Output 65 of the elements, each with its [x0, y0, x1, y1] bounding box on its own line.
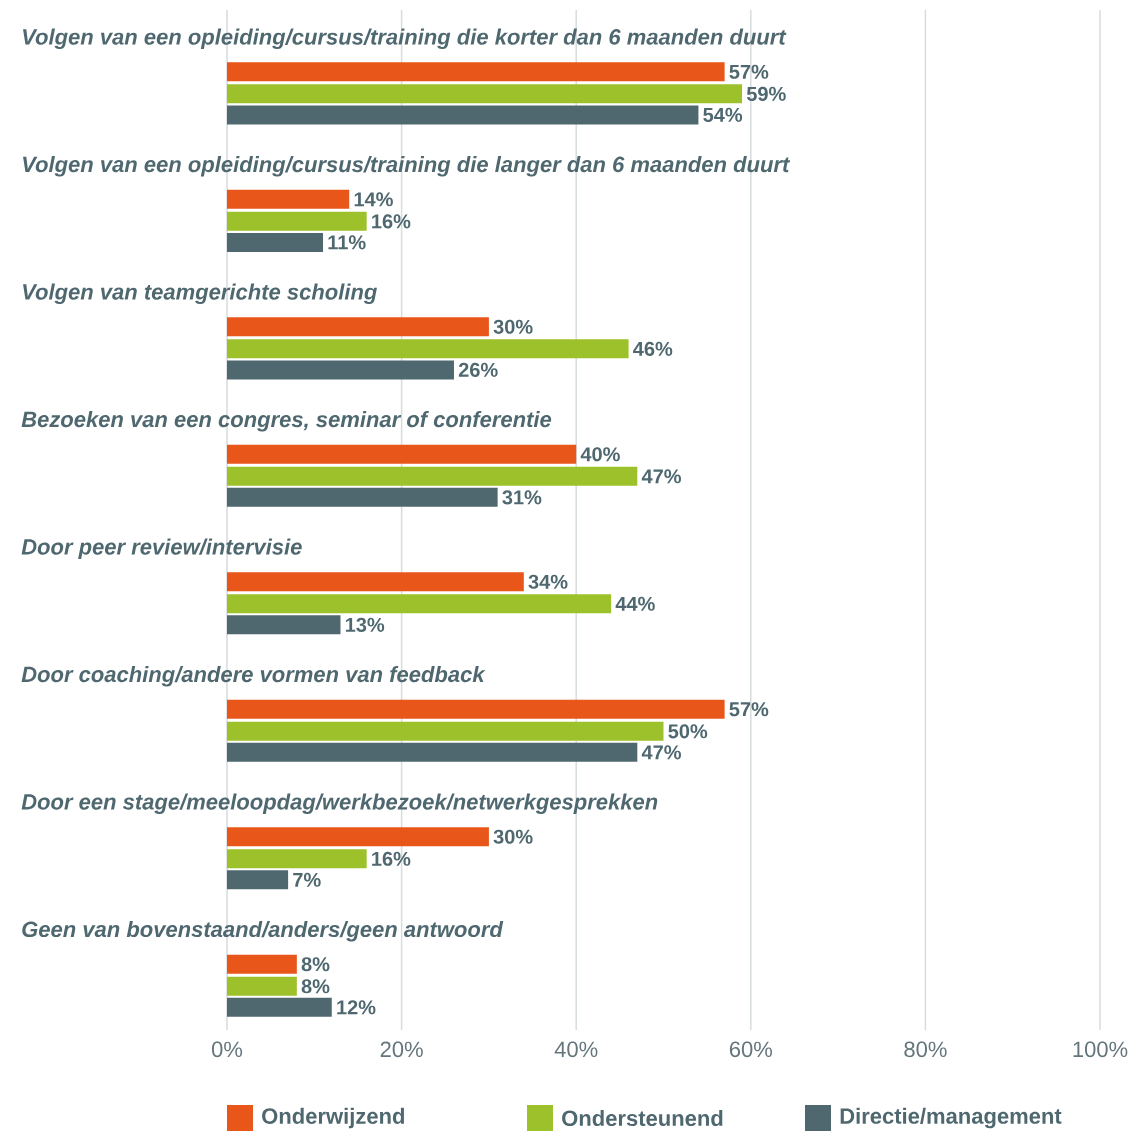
data-label: 8%: [301, 979, 330, 994]
bar: [227, 84, 743, 104]
x-tick-label: 40%: [554, 1041, 598, 1058]
bar: [227, 211, 367, 231]
bar: [227, 466, 638, 486]
bar: [227, 444, 577, 464]
legend-label: Ondersteunend: [562, 1109, 723, 1127]
x-tick-label: 60%: [729, 1041, 773, 1058]
bar: [227, 487, 498, 507]
data-label: 44%: [615, 596, 655, 611]
x-tick-label: 100%: [1073, 1041, 1128, 1058]
data-label: 59%: [746, 86, 786, 101]
bar: [227, 572, 524, 592]
data-label: 57%: [729, 702, 769, 717]
data-label: 50%: [668, 724, 708, 739]
data-label: 16%: [372, 851, 411, 866]
bar: [227, 189, 350, 209]
y-tick-label: Door een stage/meeloopdag/werkbezoek/netwerkgesprekken: [21, 793, 658, 814]
y-tick-label: Volgen van een opleiding/cursus/training die korter dan 6 maanden duurt: [23, 28, 787, 50]
data-label: 31%: [502, 490, 542, 505]
data-label: 30%: [493, 829, 533, 844]
bar: [227, 997, 332, 1017]
data-label: 16%: [372, 214, 411, 229]
data-label: 13%: [345, 617, 385, 632]
bar: [227, 870, 289, 890]
bar: [227, 615, 341, 635]
data-label: 14%: [354, 192, 393, 207]
legend-label: Directie/management: [840, 1107, 1062, 1129]
x-tick-label: 80%: [904, 1041, 947, 1058]
data-label: 57%: [729, 64, 769, 79]
data-label: 40%: [580, 447, 620, 462]
y-tick-label: Volgen van een opleiding/cursus/training die langer dan 6 maanden duurt: [23, 156, 791, 177]
data-label: 47%: [641, 469, 682, 484]
bar: [227, 360, 454, 380]
x-tick-label: 0%: [211, 1041, 243, 1058]
data-label: 30%: [493, 319, 533, 334]
data-label: 54%: [703, 107, 743, 122]
bar: [227, 62, 725, 82]
data-label: 47%: [641, 745, 682, 760]
bar: [227, 594, 612, 614]
data-label: 8%: [301, 957, 330, 972]
bar: [227, 105, 699, 125]
bar: [227, 339, 629, 359]
bar: [227, 742, 638, 762]
data-label: 26%: [458, 362, 498, 377]
bar: [227, 699, 725, 719]
legend-label: Onderwijzend: [262, 1107, 405, 1129]
data-label: 34%: [528, 574, 568, 589]
bar: [227, 827, 489, 847]
x-tick-label: 20%: [380, 1041, 423, 1058]
bar: [227, 721, 664, 741]
y-tick-label: Bezoeken van een congres, seminar of conferentie: [21, 410, 552, 432]
data-label: 7%: [293, 872, 321, 887]
bar: [227, 317, 489, 337]
bar: [227, 232, 324, 252]
bar: [227, 849, 367, 869]
y-tick-label: Volgen van teamgerichte scholing: [23, 283, 377, 305]
bar: [227, 954, 297, 974]
data-label: 11%: [328, 235, 366, 250]
data-label: 12%: [337, 1000, 376, 1015]
bar: [227, 976, 297, 996]
y-tick-label: Door peer review/intervisie: [21, 538, 302, 559]
data-label: 46%: [633, 341, 673, 356]
y-tick-label: Door coaching/andere vormen van feedback: [21, 665, 486, 687]
y-tick-label: Geen van bovenstaand/anders/geen antwoord: [22, 920, 504, 942]
